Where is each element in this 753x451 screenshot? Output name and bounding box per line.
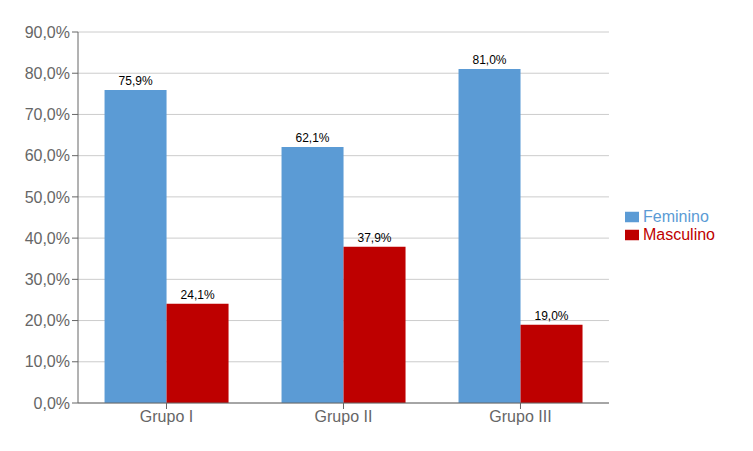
svg-text:30,0%: 30,0% bbox=[25, 271, 70, 288]
svg-text:81,0%: 81,0% bbox=[473, 53, 507, 67]
svg-text:37,9%: 37,9% bbox=[358, 231, 392, 245]
html-text:Feminino: Feminino bbox=[643, 207, 709, 225]
svg-text:90,0%: 90,0% bbox=[25, 24, 70, 41]
svg-text:40,0%: 40,0% bbox=[25, 230, 70, 247]
svg-text:50,0%: 50,0% bbox=[25, 189, 70, 206]
svg-text:Grupo I: Grupo I bbox=[140, 408, 193, 425]
svg-text:Grupo III: Grupo III bbox=[489, 408, 551, 425]
svg-text:Grupo II: Grupo II bbox=[315, 408, 373, 425]
svg-text:60,0%: 60,0% bbox=[25, 147, 70, 164]
svg-text:20,0%: 20,0% bbox=[25, 312, 70, 329]
svg-text:19,0%: 19,0% bbox=[535, 309, 569, 323]
svg-text:75,9%: 75,9% bbox=[119, 74, 153, 88]
svg-text:10,0%: 10,0% bbox=[25, 353, 70, 370]
svg-text:70,0%: 70,0% bbox=[25, 106, 70, 123]
svg-text:62,1%: 62,1% bbox=[296, 131, 330, 145]
svg-text:0,0%: 0,0% bbox=[34, 395, 70, 412]
html-text:Masculino: Masculino bbox=[643, 225, 715, 243]
svg-text:24,1%: 24,1% bbox=[181, 288, 215, 302]
svg-text:80,0%: 80,0% bbox=[25, 65, 70, 82]
